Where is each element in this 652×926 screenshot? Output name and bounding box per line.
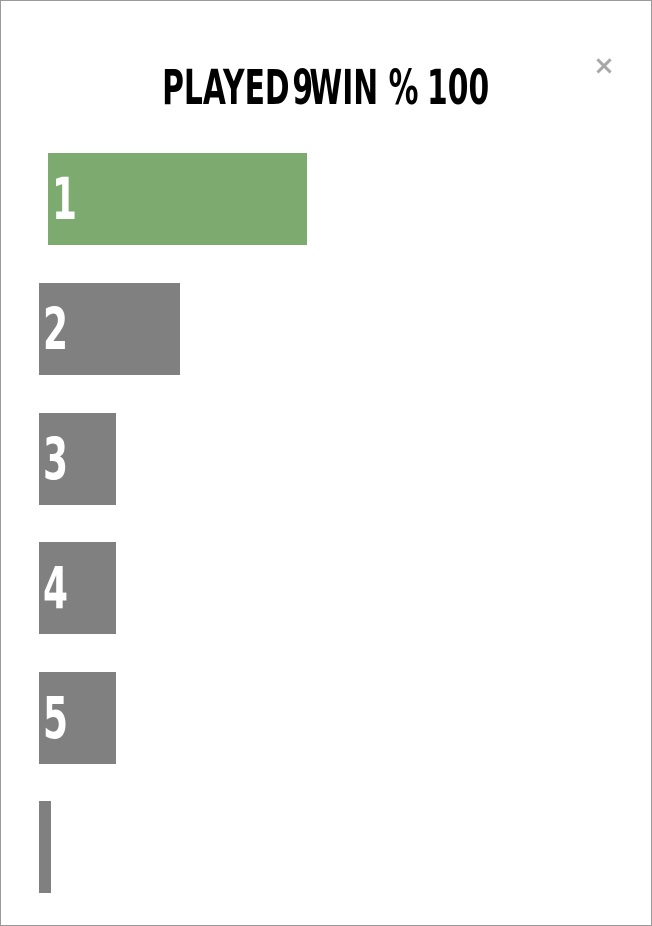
guess-bar-label: 5 — [43, 684, 69, 752]
guess-bar-2: 2 — [39, 283, 180, 375]
guess-bar-label — [43, 801, 51, 893]
guess-bar-label: 3 — [43, 425, 69, 493]
guess-bar-6 — [39, 801, 51, 893]
guess-bar-label: 2 — [43, 295, 69, 363]
guess-bar-4: 4 — [39, 542, 116, 634]
stats-title: PLAYED 9 WIN % 100 — [1, 49, 631, 127]
played-label: PLAYED — [162, 60, 290, 116]
guess-bar-label: 4 — [43, 554, 69, 622]
guess-bar-label: 1 — [52, 165, 78, 233]
win-value: 100 — [427, 60, 490, 116]
guess-bar-5: 5 — [39, 672, 116, 764]
guess-bar-1: 1 — [48, 153, 307, 245]
win-label: WIN % — [309, 60, 419, 116]
guess-bar-3: 3 — [39, 413, 116, 505]
close-icon[interactable]: × — [593, 51, 615, 81]
played-value: 9 — [292, 60, 313, 116]
